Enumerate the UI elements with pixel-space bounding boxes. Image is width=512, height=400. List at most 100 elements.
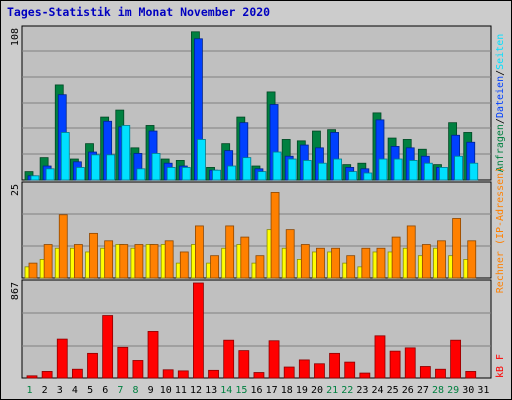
series-2-bar-day-29 (452, 218, 462, 279)
series-2-bar-day-19 (300, 244, 310, 279)
seiten-bar-day-18 (287, 158, 297, 181)
seiten-bar-day-13 (212, 169, 221, 181)
kb-f-bar-day-2 (41, 371, 53, 379)
day-label-2: 2 (42, 385, 48, 396)
seiten-bar-day-15 (242, 157, 252, 181)
series-2-bar-day-1 (28, 262, 38, 279)
day-label-16: 16 (250, 385, 262, 396)
day-label-28: 28 (432, 385, 444, 396)
legend-part: kB F (495, 354, 506, 378)
day-label-1: 1 (27, 385, 33, 396)
legend-part: / (495, 118, 506, 124)
day-label-15: 15 (235, 385, 247, 396)
seiten-bar-day-23 (363, 172, 373, 181)
seiten-bar-day-4 (75, 167, 85, 181)
middle-ymax-label: 25 (10, 184, 21, 196)
day-label-4: 4 (72, 385, 78, 396)
series-2-bar-day-24 (376, 247, 386, 279)
seiten-bar-day-3 (60, 132, 70, 181)
series-2-bar-day-22 (346, 255, 356, 279)
seiten-bar-day-25 (393, 158, 403, 181)
kb-f-bar-day-12 (193, 282, 204, 379)
seiten-bar-day-28 (439, 167, 448, 181)
kb-f-bar-day-13 (208, 369, 219, 379)
day-label-12: 12 (190, 385, 202, 396)
seiten-bar-day-8 (136, 168, 146, 181)
day-label-7: 7 (117, 385, 123, 396)
kb-f-bar-day-26 (404, 347, 416, 379)
seiten-bar-day-6 (106, 154, 116, 181)
seiten-bar-day-12 (197, 139, 206, 181)
seiten-bar-day-14 (227, 165, 237, 181)
kb-f-bar-day-16 (253, 372, 265, 379)
seiten-bar-day-7 (121, 125, 131, 181)
series-2-bar-day-6 (104, 240, 114, 279)
series-2-bar-day-30 (467, 240, 477, 279)
seiten-bar-day-11 (181, 167, 191, 181)
day-label-10: 10 (160, 385, 172, 396)
series-2-bar-day-15 (240, 236, 250, 279)
legend-part: Seiten (495, 34, 506, 70)
kb-f-bar-day-7 (117, 346, 129, 379)
series-2-bar-day-25 (391, 236, 401, 279)
kb-f-bar-day-30 (465, 371, 477, 379)
legend-part: Rechner (IP-Adressen) (495, 167, 506, 293)
legend-part: / (495, 70, 506, 76)
kb-f-bar-day-8 (132, 360, 144, 379)
seiten-bar-day-19 (302, 160, 312, 181)
middle-legend: Rechner (IP-Adressen) (495, 167, 506, 293)
series-2-bar-day-13 (210, 255, 219, 279)
series-2-bar-day-27 (421, 244, 431, 279)
seiten-bar-day-22 (348, 171, 358, 181)
day-label-26: 26 (402, 385, 414, 396)
day-label-14: 14 (220, 385, 232, 396)
kb-f-bar-day-21 (329, 352, 340, 379)
kb-f-bar-day-24 (374, 335, 386, 379)
day-label-19: 19 (296, 385, 308, 396)
series-2-bar-day-9 (149, 244, 159, 279)
seiten-bar-day-1 (30, 175, 40, 181)
day-label-11: 11 (175, 385, 187, 396)
kb-f-bar-day-3 (56, 338, 68, 379)
seiten-bar-day-10 (166, 167, 176, 181)
series-2-bar-day-21 (331, 247, 340, 279)
bottom-legend: kB F (495, 354, 506, 378)
day-label-25: 25 (387, 385, 399, 396)
day-label-24: 24 (372, 385, 384, 396)
legend-part: Anfragen (495, 124, 506, 172)
day-label-31: 31 (477, 385, 489, 396)
seiten-bar-day-20 (318, 162, 327, 181)
series-2-bar-day-17 (270, 192, 280, 279)
seiten-bar-day-30 (469, 162, 479, 181)
seiten-bar-day-16 (257, 171, 267, 181)
kb-f-bar-day-20 (314, 363, 325, 379)
seiten-bar-day-24 (378, 158, 388, 181)
series-2-bar-day-16 (255, 255, 265, 279)
kb-f-bar-day-1 (26, 375, 38, 379)
series-2-bar-day-10 (164, 240, 174, 279)
seiten-bar-day-29 (454, 155, 464, 181)
bottom-panel: 867 kB F (10, 279, 506, 379)
kb-f-bar-day-17 (268, 340, 280, 379)
day-label-27: 27 (417, 385, 429, 396)
series-2-bar-day-4 (73, 244, 83, 279)
series-2-bar-day-7 (119, 244, 129, 279)
kb-f-bar-day-6 (102, 315, 114, 379)
seiten-bar-day-5 (91, 154, 100, 181)
series-2-bar-day-26 (406, 225, 416, 279)
kb-f-bar-day-22 (344, 361, 356, 379)
seiten-bar-day-2 (45, 168, 55, 181)
seiten-bar-day-9 (151, 153, 161, 181)
legend-part: Dateien (495, 76, 506, 118)
day-label-18: 18 (281, 385, 293, 396)
day-label-29: 29 (447, 385, 459, 396)
kb-f-bar-day-29 (450, 339, 462, 379)
kb-f-bar-day-25 (389, 350, 401, 379)
series-2-bar-day-23 (361, 247, 371, 279)
series-2-bar-day-5 (89, 232, 98, 279)
series-2-bar-day-2 (43, 244, 53, 279)
top-ymax-label: 108 (10, 28, 21, 46)
kb-f-bar-day-23 (359, 372, 371, 379)
kb-f-bar-day-9 (147, 331, 159, 379)
